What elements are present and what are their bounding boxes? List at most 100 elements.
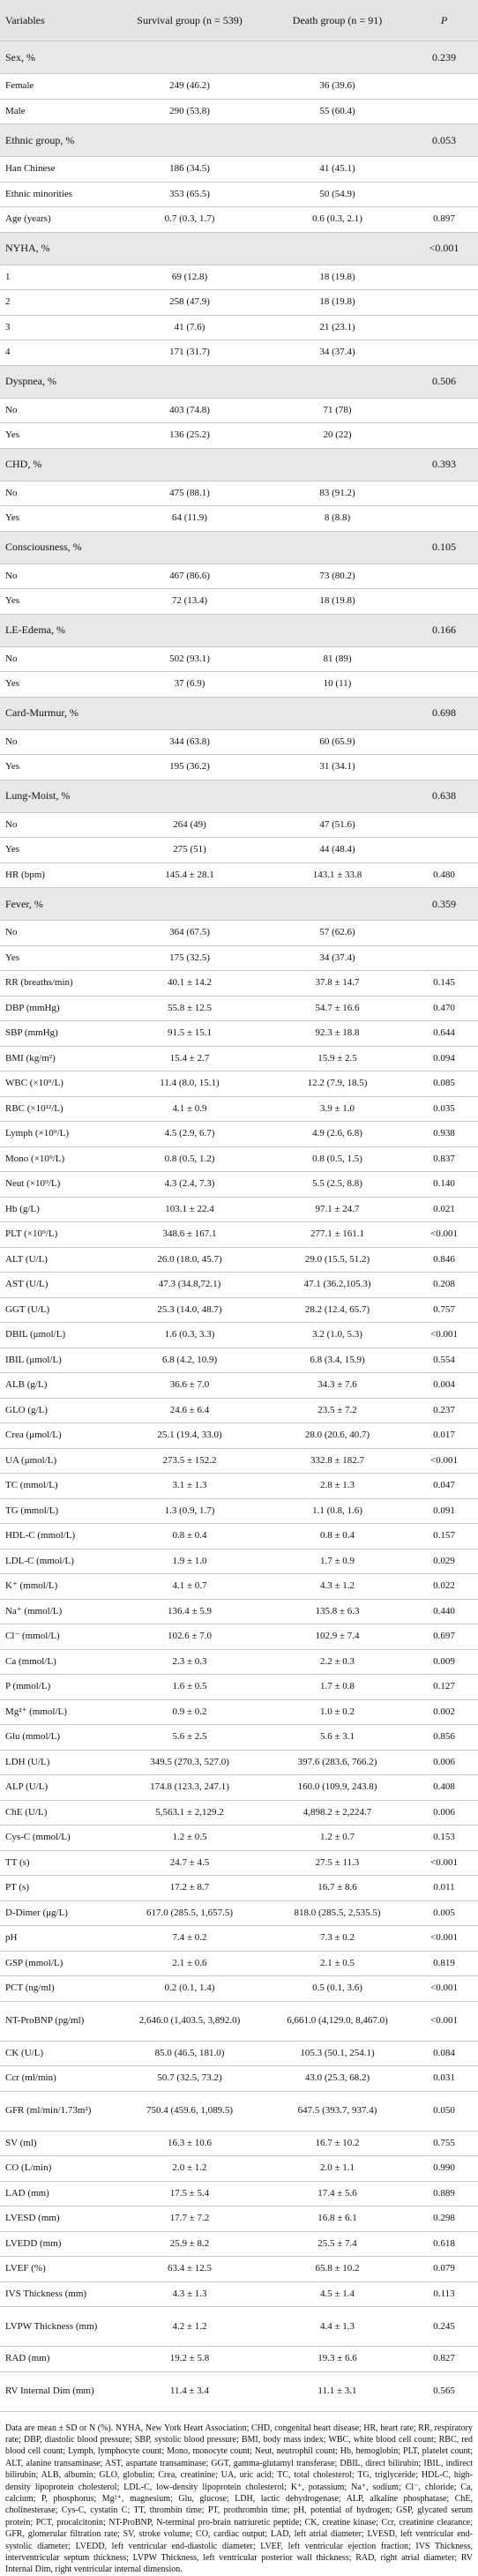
- table-row: No 264 (49) 47 (51.6): [0, 812, 478, 838]
- cell: 4.1 ± 0.9: [115, 1096, 265, 1122]
- table-row: Cl⁻ (mmol/L) 102.6 ± 7.0 102.9 ± 7.4 0.697: [0, 1624, 478, 1650]
- table-row: No 475 (88.1) 83 (91.2): [0, 481, 478, 506]
- row-label: WBC (×10⁹/L): [0, 1071, 115, 1097]
- table-row: No 467 (86.6) 73 (80.2): [0, 564, 478, 589]
- cell: 25.1 (19.4, 33.0): [115, 1422, 265, 1449]
- row-label: Cys-C (mmol/L): [0, 1825, 115, 1851]
- cell: 28.2 (12.4, 65.7): [265, 1297, 410, 1323]
- cell: 0.856: [410, 1724, 478, 1751]
- cell: 145.4 ± 28.1: [115, 862, 265, 888]
- cell: 17.4 ± 5.6: [265, 2181, 410, 2206]
- empty-cell: [410, 588, 478, 615]
- cell: 0.8 (0.5, 1.5): [265, 1146, 410, 1172]
- p-value: 0.393: [410, 448, 478, 482]
- cell: 0.017: [410, 1422, 478, 1449]
- row-label: Mono (×10⁹/L): [0, 1146, 115, 1172]
- row-label: Yes: [0, 505, 115, 532]
- cell: 34 (37.4): [265, 945, 410, 971]
- cell: 0.084: [410, 2041, 478, 2066]
- cell: 47.1 (36.2,105.3): [265, 1272, 410, 1298]
- cell: 28.0 (20.6, 40.7): [265, 1422, 410, 1449]
- row-label: Yes: [0, 671, 115, 698]
- cell: 4.2 ± 1.2: [115, 2306, 265, 2347]
- cell: 353 (65.5): [115, 182, 265, 207]
- cell: 83 (91.2): [265, 481, 410, 506]
- cell: <0.001: [410, 1448, 478, 1474]
- p-value: 0.359: [410, 887, 478, 921]
- cell: 2.0 ± 1.1: [265, 2155, 410, 2182]
- cell: 0.157: [410, 1523, 478, 1549]
- cell: 60 (65.9): [265, 729, 410, 755]
- row-label: GLO (g/L): [0, 1398, 115, 1423]
- cell: 4.5 ± 1.4: [265, 2281, 410, 2307]
- cell: 2.8 ± 1.3: [265, 1473, 410, 1499]
- cell: 0.5 (0.1, 3.6): [265, 1975, 410, 2002]
- cell: 136.4 ± 5.9: [115, 1599, 265, 1624]
- cell: 102.9 ± 7.4: [265, 1624, 410, 1650]
- cell: 750.4 (459.6, 1,089.5): [115, 2091, 265, 2132]
- table-row: No 502 (93.1) 81 (89): [0, 646, 478, 672]
- cell: 0.7 (0.3, 1.7): [115, 206, 265, 233]
- cell: 18 (19.8): [265, 265, 410, 290]
- row-label: RBC (×10¹²/L): [0, 1096, 115, 1122]
- cell: 15.9 ± 2.5: [265, 1046, 410, 1071]
- cell: <0.001: [410, 1975, 478, 2002]
- section-label: LE-Edema, %: [0, 614, 410, 647]
- cell: 1.7 ± 0.8: [265, 1674, 410, 1700]
- cell: 1.2 ± 0.7: [265, 1825, 410, 1851]
- table-row: pH 7.4 ± 0.2 7.3 ± 0.2 <0.001: [0, 1925, 478, 1952]
- table-row: SBP (mmHg) 91.5 ± 15.1 92.3 ± 18.8 0.644: [0, 1020, 478, 1047]
- table-row: No 403 (74.8) 71 (78): [0, 398, 478, 423]
- section-row: LE-Edema, % 0.166: [0, 614, 478, 647]
- cell: 0.6 (0.3, 2.1): [265, 206, 410, 233]
- cell: 290 (53.8): [115, 99, 265, 124]
- section-label: Lung-Moist, %: [0, 780, 410, 813]
- table-row: HDL-C (mmol/L) 0.8 ± 0.4 0.8 ± 0.4 0.157: [0, 1523, 478, 1549]
- cell: 0.009: [410, 1649, 478, 1675]
- cell: 16.7 ± 10.2: [265, 2131, 410, 2156]
- cell: 0.031: [410, 2065, 478, 2092]
- table-row: Ca (mmol/L) 2.3 ± 0.3 2.2 ± 0.3 0.009: [0, 1649, 478, 1675]
- cell: 34 (37.4): [265, 340, 410, 366]
- row-label: HDL-C (mmol/L): [0, 1523, 115, 1549]
- cell: 1.3 (0.9, 1.7): [115, 1498, 265, 1524]
- cell: 1.2 ± 0.5: [115, 1825, 265, 1851]
- row-label: 4: [0, 340, 115, 366]
- cell: 4.1 ± 0.7: [115, 1573, 265, 1600]
- cell: 18 (19.8): [265, 289, 410, 316]
- cell: 0.2 (0.1, 1.4): [115, 1975, 265, 2002]
- cell: 818.0 (285.5, 2,535.5): [265, 1900, 410, 1926]
- cell: 1.0 ± 0.2: [265, 1699, 410, 1725]
- cell: 249 (46.2): [115, 73, 265, 100]
- cell: 0.618: [410, 2231, 478, 2257]
- cell: <0.001: [410, 1322, 478, 1348]
- cell: 4.3 (2.4, 7.3): [115, 1171, 265, 1198]
- cell: 11.4 ± 3.4: [115, 2371, 265, 2412]
- row-label: DBP (mmHg): [0, 996, 115, 1021]
- cell: 0.8 (0.5, 1.2): [115, 1146, 265, 1172]
- table-row: PT (s) 17.2 ± 8.7 16.7 ± 8.6 0.011: [0, 1875, 478, 1901]
- cell: 41 (45.1): [265, 156, 410, 183]
- table-row: RR (breaths/min) 40.1 ± 14.2 37.8 ± 14.7 0.…: [0, 970, 478, 997]
- cell: 19.2 ± 5.8: [115, 2346, 265, 2372]
- row-label: TG (mmol/L): [0, 1498, 115, 1524]
- cell: 0.897: [410, 206, 478, 233]
- cell: 186 (34.5): [115, 156, 265, 183]
- row-label: GFR (ml/min/1.73m²): [0, 2091, 115, 2132]
- row-label: IVS Thickness (mm): [0, 2281, 115, 2307]
- table-row: Age (years) 0.7 (0.3, 1.7) 0.6 (0.3, 2.1) 0…: [0, 206, 478, 233]
- cell: 8 (8.8): [265, 505, 410, 532]
- row-label: SV (ml): [0, 2131, 115, 2156]
- table-row: Mg²⁺ (mmol/L) 0.9 ± 0.2 1.0 ± 0.2 0.002: [0, 1699, 478, 1725]
- section-row: Lung-Moist, % 0.638: [0, 780, 478, 813]
- cell: 0.005: [410, 1900, 478, 1926]
- cell: 344 (63.8): [115, 729, 265, 755]
- table-row: AST (U/L) 47.3 (34.8,72.1) 47.1 (36.2,105.…: [0, 1272, 478, 1298]
- p-value: <0.001: [410, 232, 478, 265]
- table-row: LVEDD (mm) 25.9 ± 8.2 25.5 ± 7.4 0.618: [0, 2231, 478, 2257]
- cell: 0.237: [410, 1398, 478, 1423]
- row-label: P (mmol/L): [0, 1674, 115, 1700]
- cell: 0.022: [410, 1573, 478, 1600]
- empty-cell: [410, 182, 478, 207]
- row-label: Ca (mmol/L): [0, 1649, 115, 1675]
